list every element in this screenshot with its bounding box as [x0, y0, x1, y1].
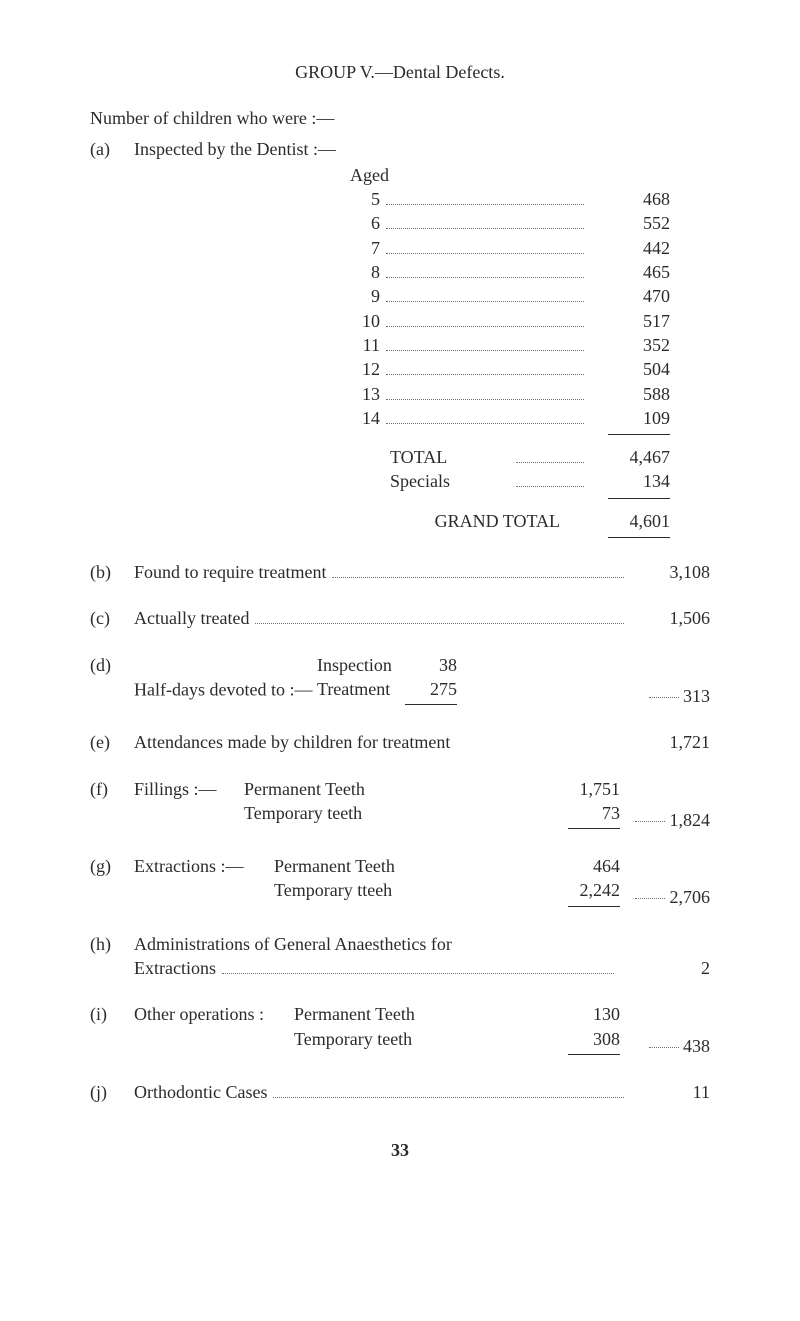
- item-e-value: 1,721: [630, 730, 710, 754]
- item-a-letter: (a): [90, 137, 134, 161]
- d-row-label: Inspection: [317, 653, 392, 677]
- aged-value: 352: [590, 333, 670, 357]
- rule: [608, 498, 670, 499]
- item-h-line2: Extractions: [134, 956, 216, 980]
- item-h-value: 2: [701, 958, 710, 978]
- f-row-value: 73: [550, 801, 620, 825]
- aged-value: 109: [590, 406, 670, 430]
- item-j-text: Orthodontic Cases: [134, 1080, 267, 1104]
- item-b-text: Found to require treatment: [134, 560, 326, 584]
- aged-age: 13: [350, 382, 380, 406]
- grand-total-label: GRAND TOTAL: [90, 509, 590, 533]
- item-c-value: 1,506: [630, 606, 710, 630]
- specials-value: 134: [590, 469, 670, 493]
- item-j-value: 11: [630, 1080, 710, 1104]
- aged-age: 10: [350, 309, 380, 333]
- aged-age: 8: [350, 260, 380, 284]
- item-e-text: Attendances made by children for treatme…: [134, 730, 450, 754]
- aged-label: Aged: [350, 163, 710, 187]
- total-block: TOTAL 4,467 Specials 134: [390, 445, 670, 499]
- aged-age: 5: [350, 187, 380, 211]
- aged-value: 588: [590, 382, 670, 406]
- rule: [568, 828, 620, 829]
- g-row-value: 464: [550, 854, 620, 878]
- page-number: 33: [90, 1138, 710, 1162]
- item-e-letter: (e): [90, 730, 134, 754]
- item-b-letter: (b): [90, 560, 134, 584]
- f-row-value: 1,751: [550, 777, 620, 801]
- d-row-value: 275: [390, 677, 457, 701]
- f-row-label: Permanent Teeth: [244, 777, 550, 801]
- i-row-value: 308: [550, 1027, 620, 1051]
- aged-value: 504: [590, 357, 670, 381]
- item-d-subtotal: 313: [683, 686, 710, 706]
- aged-value: 468: [590, 187, 670, 211]
- item-g-letter: (g): [90, 854, 134, 910]
- g-row-value: 2,242: [550, 878, 620, 902]
- item-g-subtotal: 2,706: [670, 887, 711, 907]
- item-h-letter: (h): [90, 932, 134, 981]
- item-f-subtotal: 1,824: [670, 810, 711, 830]
- aged-age: 9: [350, 284, 380, 308]
- rule: [608, 434, 670, 435]
- rule: [608, 537, 670, 538]
- i-row-label: Permanent Teeth: [294, 1002, 550, 1026]
- aged-age: 11: [350, 333, 380, 357]
- g-row-label: Permanent Teeth: [274, 854, 550, 878]
- item-g-text: Extractions :—: [134, 854, 274, 910]
- aged-age: 12: [350, 357, 380, 381]
- i-row-label: Temporary teeth: [294, 1027, 550, 1051]
- aged-age: 7: [350, 236, 380, 260]
- total-label: TOTAL: [390, 445, 510, 469]
- item-c-letter: (c): [90, 606, 134, 630]
- item-j-letter: (j): [90, 1080, 134, 1104]
- aged-value: 552: [590, 211, 670, 235]
- rule: [568, 1054, 620, 1055]
- item-f-letter: (f): [90, 777, 134, 833]
- specials-label: Specials: [390, 469, 510, 493]
- item-f-text: Fillings :—: [134, 777, 244, 833]
- aged-age: 6: [350, 211, 380, 235]
- g-row-label: Temporary tteeh: [274, 878, 550, 902]
- intro-line: Number of children who were :—: [90, 106, 710, 130]
- item-i-letter: (i): [90, 1002, 134, 1058]
- f-row-label: Temporary teeth: [244, 801, 550, 825]
- item-c-text: Actually treated: [134, 606, 249, 630]
- item-i-subtotal: 438: [683, 1036, 710, 1056]
- aged-table: 5 468 6 552 7 442 8 465 9 470 10 517 11 352 12 5…: [350, 187, 670, 435]
- d-row-value: 38: [392, 653, 457, 677]
- total-value: 4,467: [590, 445, 670, 469]
- aged-value: 470: [590, 284, 670, 308]
- rule: [405, 704, 457, 705]
- item-h-line1: Administrations of General Anaesthetics …: [134, 932, 620, 956]
- aged-value: 517: [590, 309, 670, 333]
- item-d-text: Half-days devoted to :—: [134, 679, 312, 699]
- grand-total-value: 4,601: [590, 509, 670, 533]
- aged-value: 465: [590, 260, 670, 284]
- d-row-label: Treatment: [317, 677, 390, 701]
- rule: [568, 906, 620, 907]
- item-i-text: Other operations :: [134, 1002, 294, 1058]
- page-title: GROUP V.—Dental Defects.: [90, 60, 710, 84]
- item-d-letter: (d): [90, 653, 134, 709]
- aged-value: 442: [590, 236, 670, 260]
- item-b-value: 3,108: [630, 560, 710, 584]
- aged-age: 14: [350, 406, 380, 430]
- i-row-value: 130: [550, 1002, 620, 1026]
- item-a-heading: Inspected by the Dentist :—: [134, 137, 710, 161]
